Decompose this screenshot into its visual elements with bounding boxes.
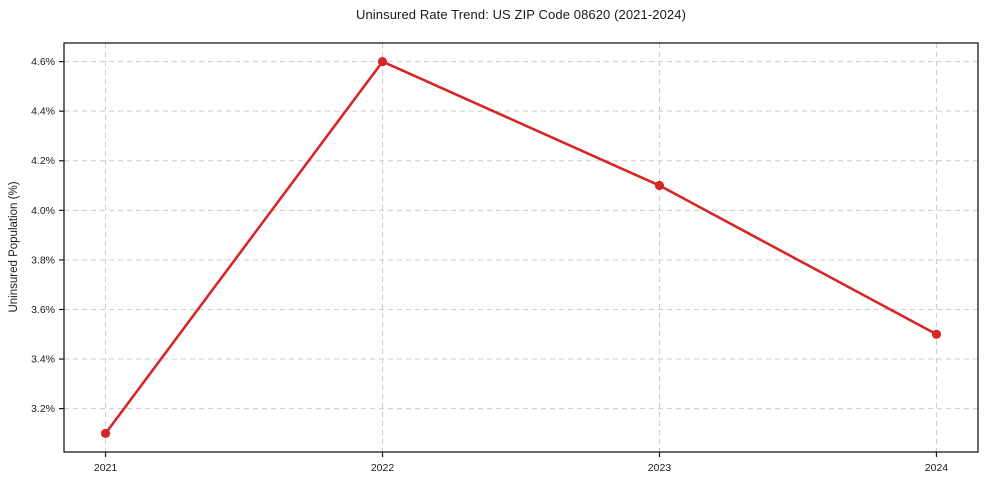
y-tick-label: 4.6% <box>31 56 55 68</box>
trend-line <box>104 60 938 435</box>
y-tick-label: 3.4% <box>31 354 55 366</box>
chart-title: Uninsured Rate Trend: US ZIP Code 08620 … <box>355 7 687 22</box>
x-tick-label: 2024 <box>925 462 949 474</box>
y-tick-label: 4.4% <box>31 106 55 118</box>
plot-border <box>63 42 979 453</box>
data-point-marker <box>377 56 388 67</box>
data-point-marker <box>931 329 942 339</box>
y-tick-label: 4.0% <box>31 205 55 217</box>
data-point-marker <box>100 428 111 439</box>
y-tick-label: 3.2% <box>31 403 55 415</box>
x-tick-label: 2022 <box>371 462 395 474</box>
y-tick-label: 4.2% <box>31 155 55 167</box>
y-tick-label: 3.6% <box>31 304 55 316</box>
y-tick-label: 3.8% <box>31 254 55 266</box>
x-tick-label: 2021 <box>94 462 118 474</box>
data-point-marker <box>654 180 665 191</box>
y-axis-label: Uninsured Population (%) <box>8 181 20 313</box>
x-tick-label: 2023 <box>648 462 672 474</box>
